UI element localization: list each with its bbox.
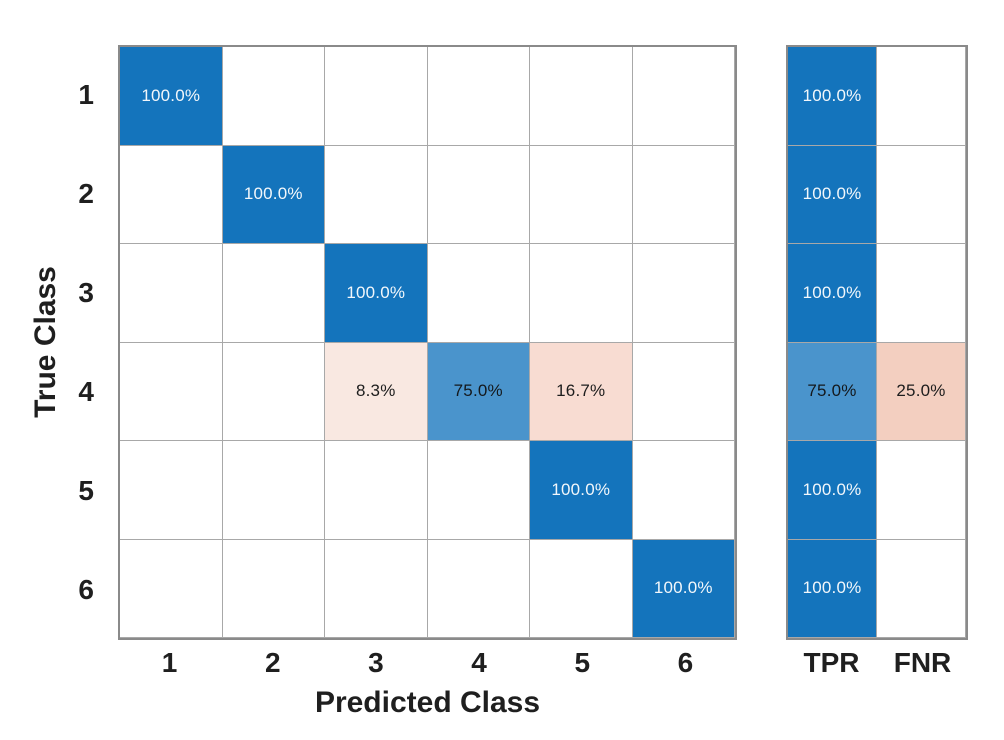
matrix-cell-r1-c4 xyxy=(427,47,530,146)
summary-label-2: FNR xyxy=(893,647,952,678)
summary-cell-r4-c1: 75.0% xyxy=(788,342,877,441)
matrix-cell-r6-c6: 100.0% xyxy=(632,539,735,638)
cell-value: 100.0% xyxy=(346,282,406,302)
matrix-cell-r5-c2 xyxy=(222,441,325,540)
summary-cell-r4-c2: 25.0% xyxy=(877,342,966,441)
y-tick-3: 3 xyxy=(78,276,94,308)
matrix-cell-r1-c2 xyxy=(222,47,325,146)
summary-label-1: TPR xyxy=(803,647,860,678)
matrix-cell-r4-c2 xyxy=(222,342,325,441)
matrix-cell-r2-c2: 100.0% xyxy=(222,145,325,244)
cell-value: 100.0% xyxy=(653,578,713,598)
cell-value: 100.0% xyxy=(802,184,862,204)
matrix-cell-r4-c3: 8.3% xyxy=(325,342,428,441)
cell-value: 100.0% xyxy=(243,184,303,204)
cell-value: 16.7% xyxy=(556,381,606,401)
cell-value: 100.0% xyxy=(802,85,862,105)
matrix-cell-r3-c3: 100.0% xyxy=(325,244,428,343)
y-tick-5: 5 xyxy=(78,475,94,507)
x-tick-4: 4 xyxy=(471,647,487,678)
matrix-cell-r5-c4 xyxy=(427,441,530,540)
y-axis-ticks: 1 2 3 4 5 6 xyxy=(0,45,106,640)
summary-cell-r6-c2 xyxy=(877,539,966,638)
matrix-cell-r4-c6 xyxy=(632,342,735,441)
matrix-cell-r4-c4: 75.0% xyxy=(427,342,530,441)
matrix-cell-r3-c1 xyxy=(120,244,223,343)
x-axis-ticks: 1 2 3 4 5 6 xyxy=(118,643,737,683)
matrix-cell-r1-c3 xyxy=(325,47,428,146)
matrix-cell-r2-c5 xyxy=(530,145,633,244)
summary-cell-r3-c1: 100.0% xyxy=(788,244,877,343)
matrix-cell-r1-c5 xyxy=(530,47,633,146)
cell-value: 100.0% xyxy=(551,479,611,499)
y-tick-2: 2 xyxy=(78,177,94,209)
matrix-cell-r5-c5: 100.0% xyxy=(530,441,633,540)
cell-value: 100.0% xyxy=(141,85,201,105)
cell-value: 8.3% xyxy=(355,381,396,401)
matrix-cell-r6-c5 xyxy=(530,539,633,638)
x-tick-6: 6 xyxy=(677,647,694,678)
matrix-cell-r6-c3 xyxy=(325,539,428,638)
x-axis-title: Predicted Class xyxy=(314,686,541,719)
x-tick-3: 3 xyxy=(368,647,384,678)
matrix-cell-r6-c4 xyxy=(427,539,530,638)
matrix-cell-r4-c5: 16.7% xyxy=(530,342,633,441)
cell-value: 25.0% xyxy=(896,381,946,401)
matrix-cell-r2-c6 xyxy=(632,145,735,244)
summary-cell-r5-c1: 100.0% xyxy=(788,441,877,540)
matrix-cell-r5-c3 xyxy=(325,441,428,540)
summary-cell-r1-c1: 100.0% xyxy=(788,47,877,146)
cell-value: 100.0% xyxy=(802,578,862,598)
matrix-cell-r2-c4 xyxy=(427,145,530,244)
summary-cell-r1-c2 xyxy=(877,47,966,146)
cell-value: 100.0% xyxy=(802,479,862,499)
matrix-cell-r5-c1 xyxy=(120,441,223,540)
y-tick-4: 4 xyxy=(78,376,94,408)
matrix-cell-r6-c2 xyxy=(222,539,325,638)
summary-cell-r6-c1: 100.0% xyxy=(788,539,877,638)
summary-cell-r2-c1: 100.0% xyxy=(788,145,877,244)
x-tick-2: 2 xyxy=(264,647,281,678)
summary-cell-r2-c2 xyxy=(877,145,966,244)
confusion-matrix-grid: 100.0% 100.0% 100.0% 8.3% 75.0% 16.7% 100.0% 10… xyxy=(118,45,737,640)
matrix-cell-r1-c1: 100.0% xyxy=(120,47,223,146)
cell-value: 100.0% xyxy=(802,282,862,302)
matrix-cell-r1-c6 xyxy=(632,47,735,146)
matrix-cell-r5-c6 xyxy=(632,441,735,540)
summary-column-labels: TPR FNR xyxy=(786,643,968,683)
y-tick-6: 6 xyxy=(78,574,94,606)
matrix-cell-r3-c4 xyxy=(427,244,530,343)
x-tick-5: 5 xyxy=(574,647,591,678)
tpr-fnr-grid: 100.0% 100.0% 100.0% 75.0% 25.0% 100.0% 100.0% xyxy=(786,45,968,640)
summary-cell-r3-c2 xyxy=(877,244,966,343)
cell-value: 75.0% xyxy=(453,381,503,401)
matrix-cell-r4-c1 xyxy=(120,342,223,441)
matrix-cell-r6-c1 xyxy=(120,539,223,638)
matrix-cell-r2-c3 xyxy=(325,145,428,244)
x-tick-1: 1 xyxy=(161,647,178,678)
matrix-cell-r2-c1 xyxy=(120,145,223,244)
cell-value: 75.0% xyxy=(807,381,857,401)
y-tick-1: 1 xyxy=(78,78,94,110)
matrix-cell-r3-c5 xyxy=(530,244,633,343)
summary-cell-r5-c2 xyxy=(877,441,966,540)
matrix-cell-r3-c2 xyxy=(222,244,325,343)
matrix-cell-r3-c6 xyxy=(632,244,735,343)
